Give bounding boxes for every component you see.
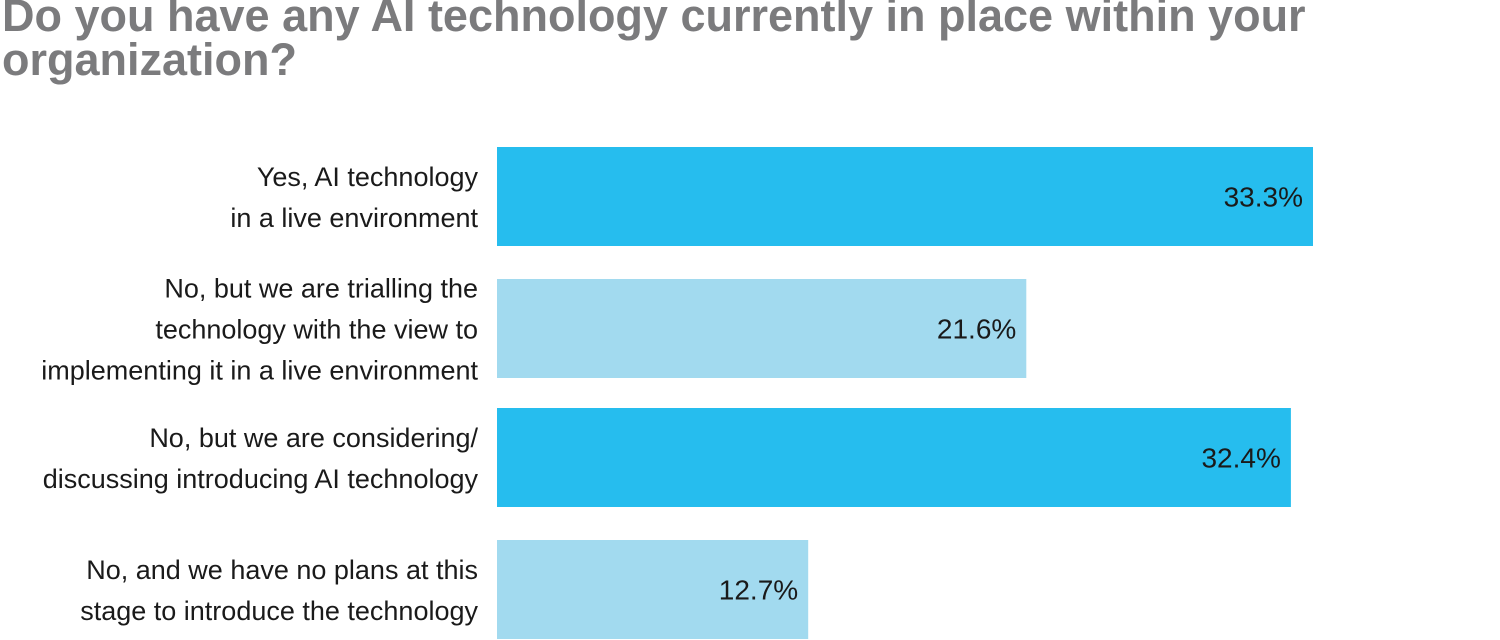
value-label-2: 21.6% — [937, 314, 1016, 345]
category-label-2-line-2: technology with the view to — [155, 315, 478, 345]
category-label-3-line-2: discussing introducing AI technology — [43, 464, 479, 494]
bar-4 — [497, 540, 809, 639]
category-labels-group: Yes, AI technology in a live environment N… — [41, 162, 478, 626]
category-label-1-line-2: in a live environment — [230, 203, 478, 233]
bar-2 — [497, 279, 1027, 378]
category-label-2: No, but we are trialling the technology w… — [41, 274, 478, 386]
bar-3 — [497, 408, 1291, 507]
category-label-1: Yes, AI technology in a live environment — [230, 162, 478, 233]
category-label-4-line-2: stage to introduce the technology — [80, 596, 478, 626]
category-label-3-line-1: No, but we are considering/ — [149, 423, 478, 453]
category-label-4: No, and we have no plans at this stage to… — [80, 555, 478, 626]
category-label-1-line-1: Yes, AI technology — [257, 162, 479, 192]
category-label-2-line-3: implementing it in a live environment — [41, 356, 478, 386]
category-label-3: No, but we are considering/discussing in… — [43, 423, 479, 494]
category-label-4-line-1: No, and we have no plans at this — [86, 555, 478, 585]
bar-1 — [497, 147, 1313, 246]
value-label-3: 32.4% — [1201, 443, 1280, 474]
value-label-1: 33.3% — [1224, 182, 1303, 213]
bars-group — [497, 147, 1313, 639]
category-label-2-line-1: No, but we are trialling the — [164, 274, 478, 304]
value-label-4: 12.7% — [719, 575, 798, 606]
value-labels-group: 33.3% 21.6% 32.4% 12.7% — [719, 182, 1303, 606]
chart-title: Do you have any AI technology currently … — [2, 0, 1306, 85]
